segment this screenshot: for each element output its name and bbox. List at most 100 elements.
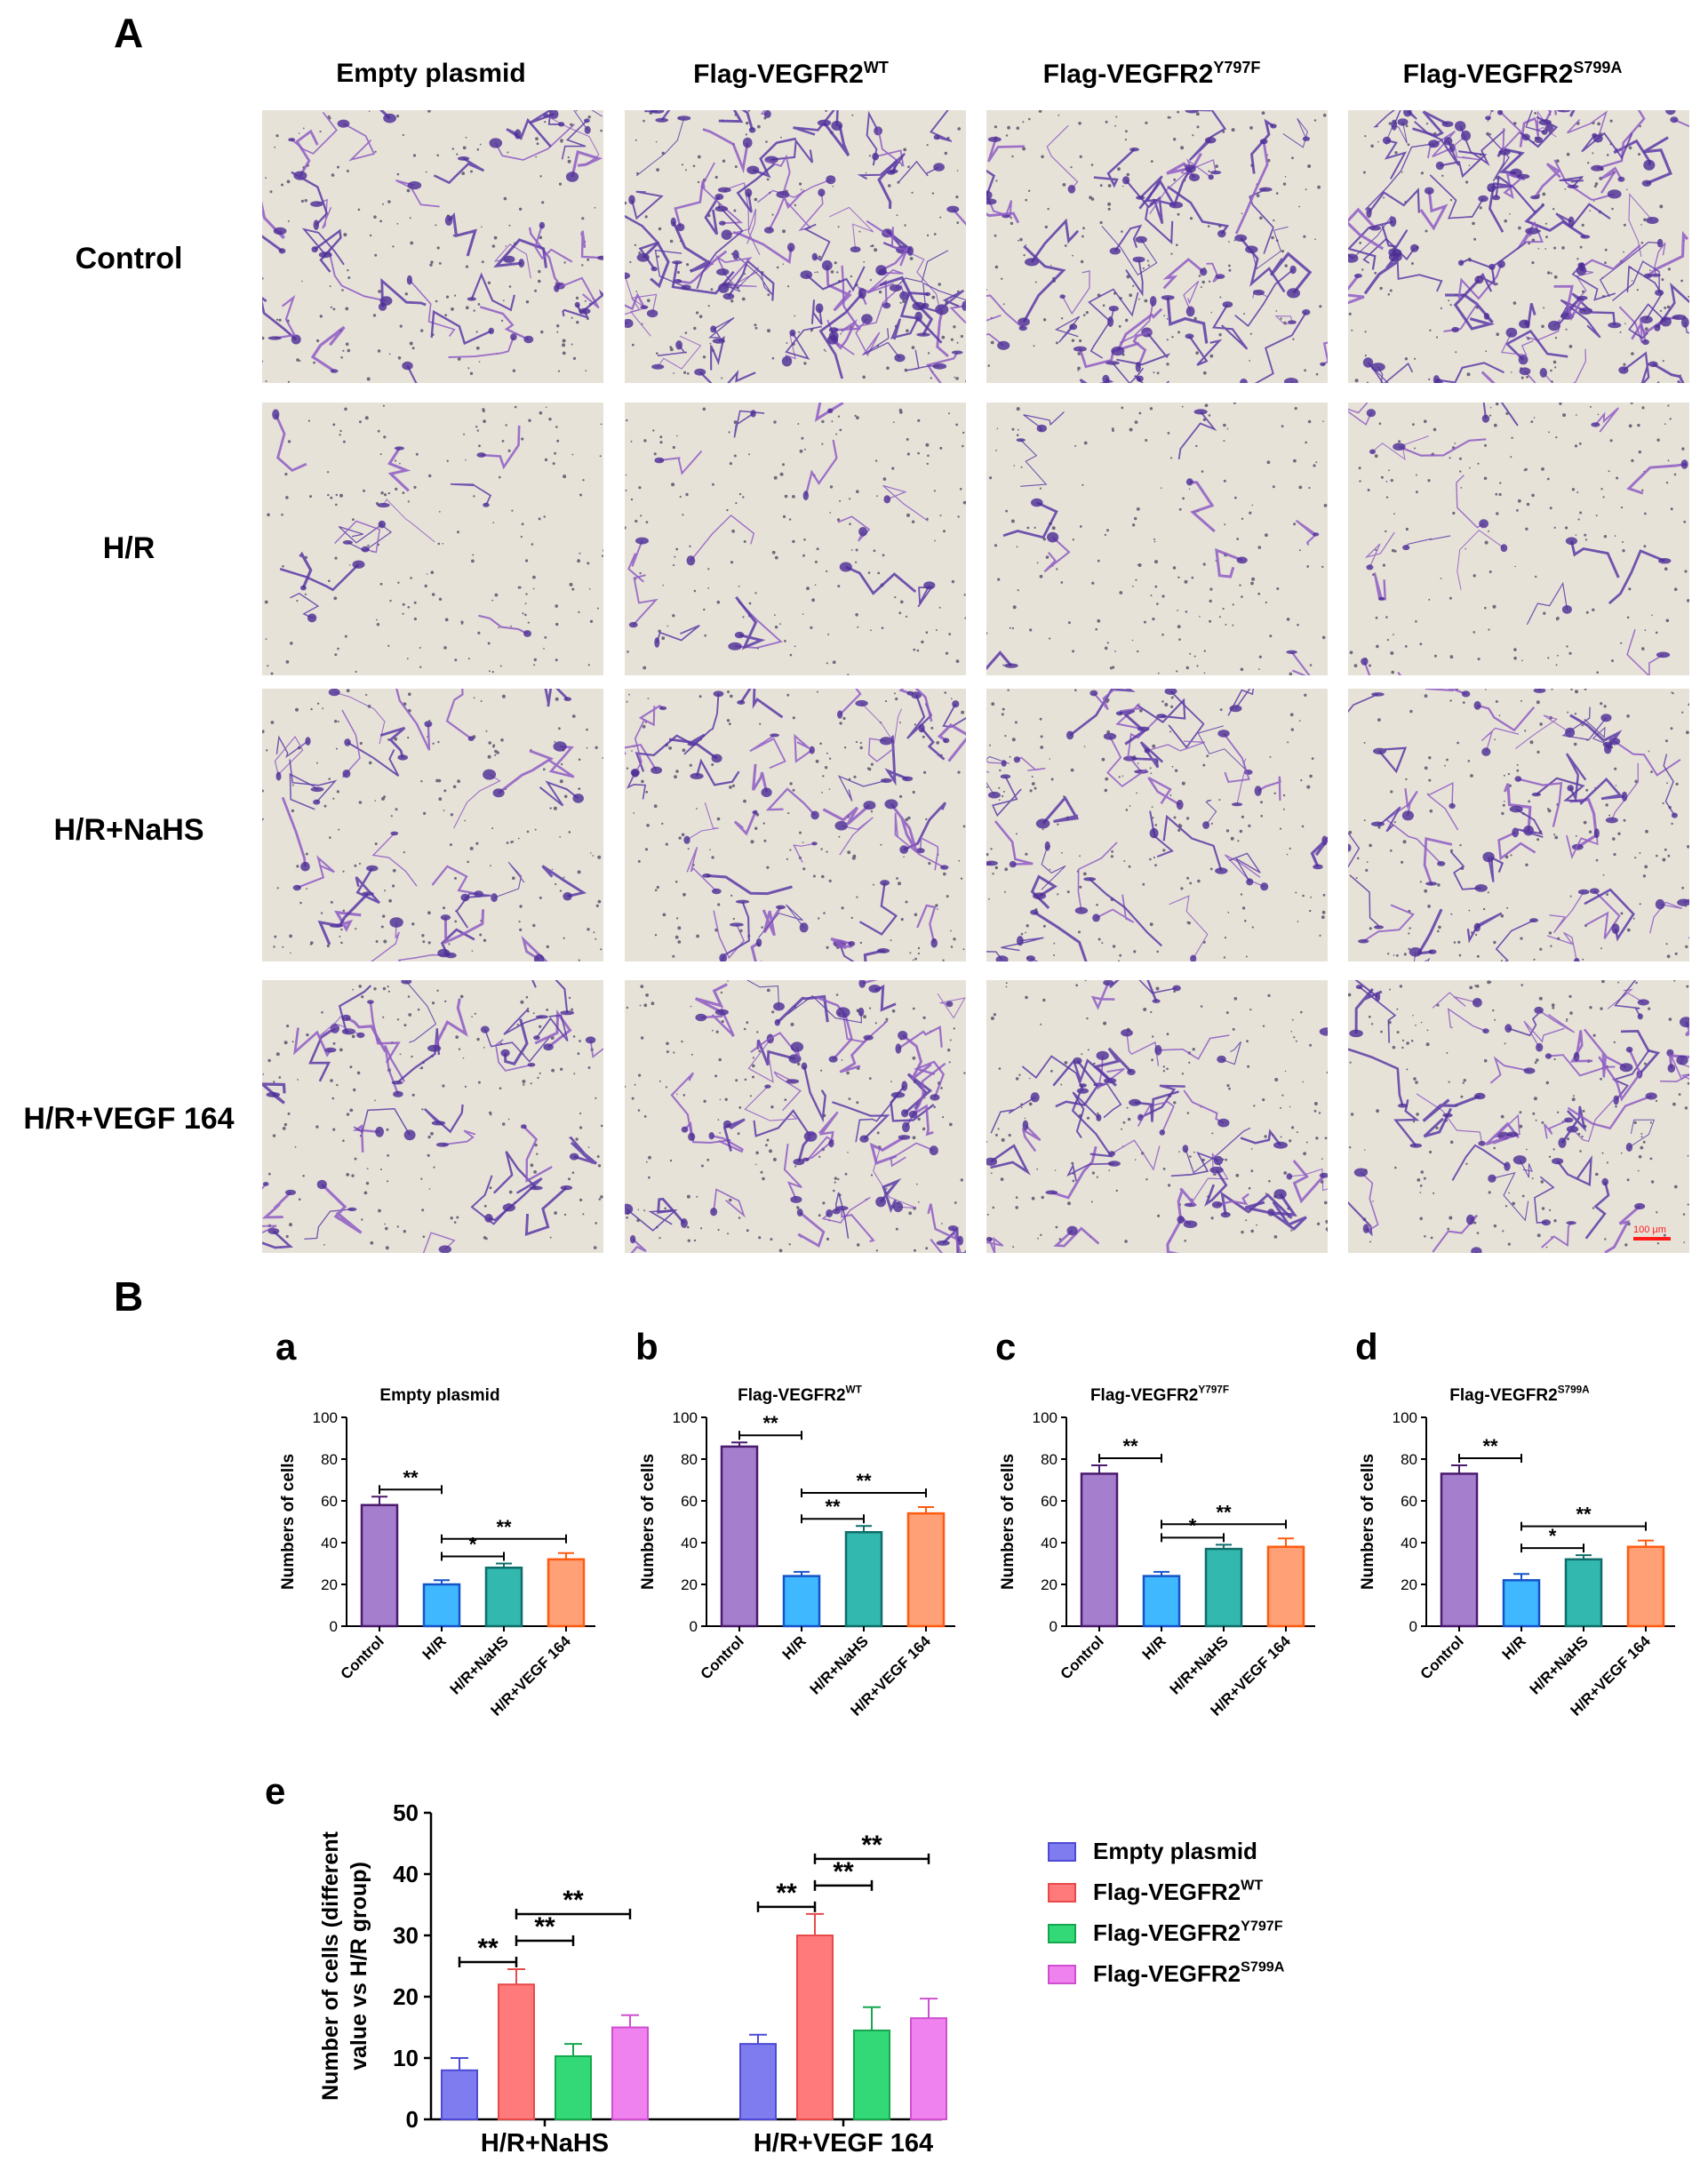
micrograph-1-3: [1348, 403, 1689, 675]
chart-title: Empty plasmid: [379, 1386, 499, 1405]
legend-swatch-2: [1048, 1924, 1076, 1943]
panel-letter-a: A: [114, 10, 144, 56]
x-tick-label: H/R: [419, 1632, 450, 1663]
chart-d: d Flag-VEGFR2S799A 0 20 40 60 80 100 Numbers of …: [1355, 1326, 1675, 1719]
micrograph-3-1: [625, 980, 966, 1253]
micrograph-1-0: [262, 403, 603, 675]
micrograph-0-3: [1348, 110, 1689, 383]
x-tick-label: H/R: [1139, 1632, 1169, 1663]
significance-label: **: [1216, 1501, 1232, 1523]
bar-3: [1266, 1545, 1305, 1628]
y-tick-label: 40: [321, 1535, 338, 1552]
micrograph-0-0: [262, 110, 603, 383]
significance-label: **: [776, 1879, 797, 1908]
y-tick-label: 40: [393, 1861, 419, 1887]
chart-title: Flag-VEGFR2Y797F: [1090, 1384, 1229, 1405]
bar-2: [844, 1531, 883, 1628]
bar-series-3: [611, 2026, 649, 2120]
chart-title: Flag-VEGFR2WT: [738, 1384, 863, 1405]
bar-1: [422, 1583, 461, 1628]
legend-label-2: Flag-VEGFR2Y797F: [1093, 1918, 1283, 1946]
x-tick-label: Control: [698, 1632, 747, 1682]
micrograph-2-0: [262, 689, 603, 961]
y-tick-label: 100: [1033, 1409, 1058, 1426]
bar-0: [1440, 1472, 1479, 1628]
y-tick-label: 40: [681, 1535, 698, 1552]
y-tick-label: 80: [1041, 1451, 1058, 1468]
micrograph-2-3: [1348, 689, 1689, 961]
significance-label: **: [563, 1886, 584, 1915]
micrograph-2-1: [625, 689, 966, 961]
legend-label-0: Empty plasmid: [1093, 1838, 1257, 1864]
y-tick-label: 20: [321, 1576, 338, 1593]
y-axis-label: value vs H/R group): [347, 1862, 371, 2070]
y-tick-label: 80: [681, 1451, 698, 1468]
legend-swatch-0: [1048, 1842, 1076, 1862]
y-tick-label: 0: [690, 1618, 698, 1635]
x-tick-label: H/R+NaHS: [481, 2129, 609, 2158]
y-tick-label: 60: [1041, 1493, 1058, 1510]
column-header-empty-plasmid: Empty plasmid: [336, 59, 526, 88]
x-tick-label: H/R+NaHS: [447, 1632, 512, 1697]
y-tick-label: 10: [393, 2045, 419, 2071]
y-tick-label: 0: [1409, 1618, 1417, 1635]
bar-0: [720, 1445, 759, 1628]
significance-label: **: [861, 1831, 882, 1860]
column-header-y797f: Flag-VEGFR2Y797F: [1042, 59, 1261, 89]
bar-series-1: [796, 1935, 834, 2120]
significance-label: **: [1122, 1435, 1138, 1457]
significance-label: **: [496, 1516, 512, 1538]
micrograph-1-1: [625, 403, 966, 675]
y-tick-label: 60: [321, 1493, 338, 1510]
bar-series-2: [555, 2054, 592, 2120]
bar-2: [1204, 1547, 1243, 1628]
bar-3: [906, 1512, 946, 1628]
chart-b: b Flag-VEGFR2WT 0 20 40 60 80 100 Numbers of cel…: [635, 1326, 955, 1719]
micrograph-0-2: [986, 110, 1328, 383]
legend-label-3: Flag-VEGFR2S799A: [1093, 1959, 1285, 1987]
x-tick-label: H/R+NaHS: [807, 1632, 872, 1697]
subpanel-letter: a: [275, 1326, 297, 1368]
subpanel-letter: e: [265, 1770, 285, 1812]
x-tick-label: Control: [1058, 1632, 1107, 1682]
y-tick-label: 60: [681, 1493, 698, 1510]
bar-1: [782, 1575, 821, 1628]
y-tick-label: 40: [1401, 1535, 1417, 1552]
micrograph-2-2: [986, 689, 1328, 961]
chart-title: Flag-VEGFR2S799A: [1449, 1384, 1590, 1405]
x-tick-label: H/R: [1499, 1632, 1529, 1663]
bar-2: [484, 1566, 523, 1628]
column-header-s799a: Flag-VEGFR2S799A: [1402, 59, 1623, 89]
y-axis-label: Numbers of cells: [1359, 1454, 1377, 1590]
legend-label-1: Flag-VEGFR2WT: [1093, 1877, 1263, 1905]
significance-label: **: [833, 1857, 854, 1887]
x-tick-label: H/R: [779, 1632, 810, 1663]
bar-series-0: [739, 2043, 777, 2121]
chart-e: e 0 10 20 30 40 50 Number of cells (different va…: [265, 1770, 1285, 2158]
y-tick-label: 100: [1393, 1409, 1417, 1426]
significance-label: **: [856, 1470, 872, 1492]
bar-3: [547, 1558, 586, 1628]
y-tick-label: 20: [1401, 1576, 1417, 1593]
y-tick-label: 20: [1041, 1576, 1058, 1593]
y-tick-label: 100: [673, 1409, 698, 1426]
significance-label: *: [1189, 1514, 1197, 1536]
y-tick-label: 20: [681, 1576, 698, 1593]
y-tick-label: 100: [313, 1409, 338, 1426]
bar-2: [1564, 1558, 1603, 1628]
row-label-hr-nahs: H/R+NaHS: [53, 813, 204, 847]
y-axis-label: Numbers of cells: [999, 1454, 1018, 1590]
micrograph-0-1: [625, 110, 966, 383]
micrograph-1-2: [986, 403, 1328, 675]
subpanel-letter: d: [1355, 1326, 1378, 1368]
bar-series-1: [498, 1983, 535, 2120]
significance-label: *: [1549, 1525, 1557, 1547]
chart-a: a Empty plasmid 0 20 40 60 80 100 Numbers of cel…: [275, 1326, 595, 1719]
row-label-control: Control: [75, 242, 183, 275]
micrograph-3-0: [262, 980, 603, 1253]
significance-label: **: [762, 1412, 778, 1434]
bar-0: [360, 1504, 399, 1628]
y-axis-label: Numbers of cells: [639, 1454, 658, 1590]
y-tick-label: 80: [1401, 1451, 1417, 1468]
column-header-wt: Flag-VEGFR2WT: [693, 59, 889, 89]
